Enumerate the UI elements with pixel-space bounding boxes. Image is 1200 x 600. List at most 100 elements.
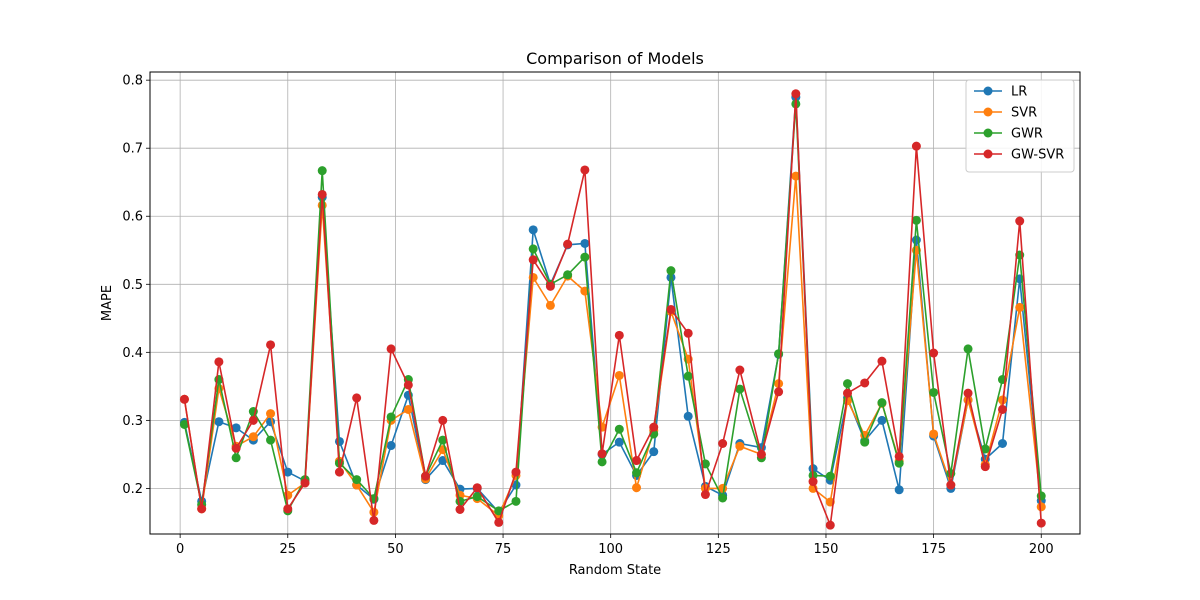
data-point-lr — [438, 456, 448, 466]
data-point-gwr — [580, 252, 590, 262]
data-point-gwr — [735, 384, 745, 394]
data-point-svr — [929, 429, 939, 439]
data-point-gw-svr — [774, 387, 784, 397]
data-point-gwr — [877, 398, 887, 408]
data-point-lr — [283, 467, 293, 477]
data-point-gwr — [632, 468, 642, 478]
legend-marker — [983, 128, 993, 138]
data-point-gw-svr — [455, 505, 465, 515]
legend-item-lr: LR — [974, 85, 1027, 100]
data-point-lr — [528, 225, 538, 235]
data-point-lr — [231, 423, 241, 433]
x-tick-label: 0 — [176, 542, 184, 557]
data-point-gw-svr — [700, 490, 710, 500]
data-point-gw-svr — [300, 478, 310, 488]
data-point-gw-svr — [632, 456, 642, 466]
x-tick-label: 175 — [921, 542, 946, 557]
data-point-gw-svr — [860, 378, 870, 388]
data-point-gw-svr — [894, 451, 904, 461]
data-point-gwr — [386, 412, 396, 422]
legend-item-svr: SVR — [974, 106, 1037, 121]
legend-label: LR — [1011, 85, 1027, 100]
x-axis-label: Random State — [569, 563, 661, 578]
data-point-svr — [1015, 302, 1025, 312]
data-point-gwr — [317, 166, 327, 176]
series-line-gw-svr — [183, 92, 1043, 526]
data-point-gwr — [472, 492, 482, 502]
data-point-gw-svr — [718, 439, 728, 449]
data-point-gw-svr — [528, 255, 538, 265]
data-point-gw-svr — [179, 394, 189, 404]
x-tick-label: 75 — [495, 542, 512, 557]
data-point-lr — [877, 415, 887, 425]
data-point-gw-svr — [352, 393, 362, 403]
data-point-gw-svr — [649, 422, 659, 432]
data-point-gw-svr — [472, 483, 482, 493]
legend-item-gwr: GWR — [974, 127, 1043, 142]
data-point-gwr — [597, 457, 607, 467]
data-point-gw-svr — [877, 356, 887, 366]
x-tick-label: 25 — [280, 542, 297, 557]
data-point-gw-svr — [438, 415, 448, 425]
y-axis-label: MAPE — [100, 285, 115, 321]
data-point-lr — [511, 480, 521, 490]
data-point-gw-svr — [1015, 216, 1025, 226]
data-point-gw-svr — [614, 330, 624, 340]
legend-box — [965, 79, 1075, 173]
y-tick-label: 0.2 — [122, 482, 143, 497]
y-tick-label: 0.4 — [122, 346, 143, 361]
data-point-svr — [248, 432, 258, 442]
data-point-gwr — [683, 371, 693, 381]
data-point-gw-svr — [386, 344, 396, 354]
data-point-svr — [545, 300, 555, 310]
x-tick-label: 125 — [706, 542, 731, 557]
data-point-gw-svr — [266, 340, 276, 350]
series-gw-svr — [179, 89, 1046, 530]
chart-title: Comparison of Models — [526, 49, 704, 68]
data-point-svr — [632, 483, 642, 493]
data-point-svr — [735, 441, 745, 451]
data-point-gw-svr — [808, 477, 818, 487]
data-point-gw-svr — [683, 328, 693, 338]
data-point-gw-svr — [929, 348, 939, 358]
data-point-gwr — [843, 379, 852, 389]
data-point-gw-svr — [214, 357, 224, 367]
series-layer — [179, 89, 1046, 530]
data-point-gw-svr — [825, 520, 835, 530]
data-point-svr — [614, 370, 624, 380]
data-point-svr — [1036, 502, 1046, 512]
data-point-gw-svr — [334, 467, 344, 477]
legend-label: SVR — [1011, 106, 1037, 121]
data-point-gwr — [911, 215, 921, 225]
data-point-gwr — [894, 458, 904, 468]
data-point-gwr — [860, 437, 870, 447]
data-point-gw-svr — [494, 517, 504, 527]
data-point-gw-svr — [369, 515, 379, 525]
data-point-gwr — [980, 444, 990, 454]
data-point-gw-svr — [597, 449, 607, 459]
data-point-gwr — [266, 435, 276, 445]
axis-ticks: 0 25 50 75 100 125 150 175 200 0.2 0.3 0.4 0.5 0.6 0.7… — [122, 74, 1053, 557]
x-tick-label: 200 — [1029, 542, 1054, 557]
data-point-gwr — [494, 506, 504, 516]
data-point-gwr — [511, 496, 521, 506]
data-point-lr — [214, 417, 224, 427]
data-point-lr — [894, 485, 904, 495]
data-point-svr — [403, 404, 413, 414]
data-point-gw-svr — [545, 281, 555, 291]
data-point-gwr — [231, 453, 241, 463]
data-point-gw-svr — [963, 388, 973, 398]
data-point-gw-svr — [911, 141, 921, 151]
data-point-svr — [528, 272, 538, 282]
data-point-gwr — [825, 471, 835, 481]
legend: LR SVR GWR GW-SVR — [965, 79, 1075, 173]
data-point-gwr — [438, 435, 448, 445]
data-point-gwr — [614, 424, 624, 434]
data-point-lr — [911, 235, 921, 245]
data-point-gw-svr — [511, 467, 521, 477]
y-tick-label: 0.7 — [122, 142, 143, 157]
data-point-lr — [386, 441, 396, 451]
data-point-gwr — [179, 419, 189, 429]
data-point-gwr — [528, 244, 538, 254]
